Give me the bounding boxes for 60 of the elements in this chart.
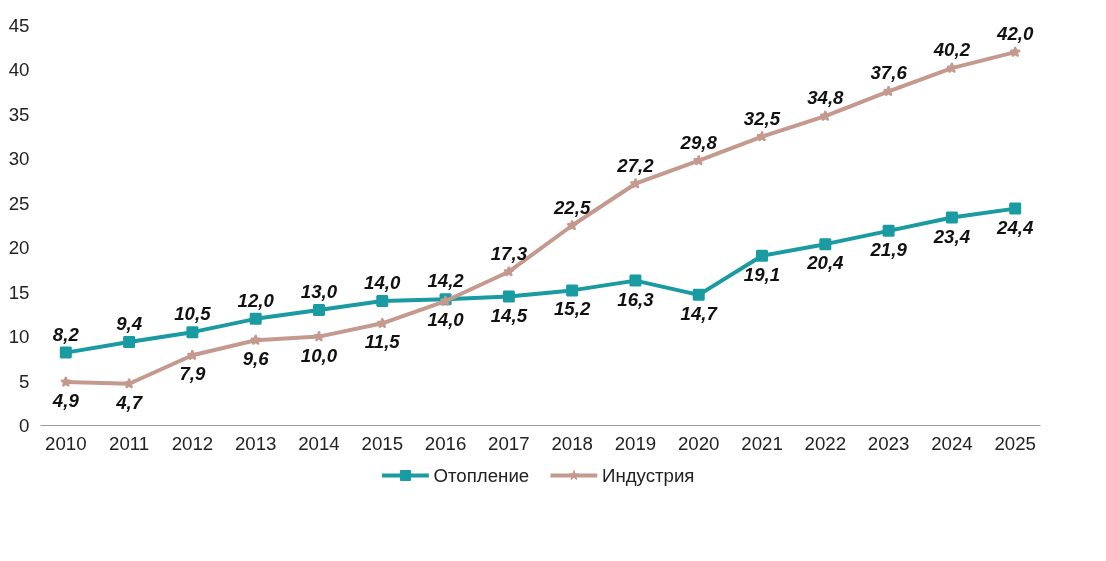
data-label: 15,2 [553,298,591,320]
x-tick-label: 2019 [614,432,657,454]
x-tick-label: 2025 [994,432,1036,454]
x-tick-label: 2013 [234,432,277,454]
data-label: 8,2 [52,323,80,345]
data-label: 42,0 [996,23,1034,45]
y-tick-label: 5 [19,370,30,392]
data-label: 12,0 [237,289,275,311]
x-tick-label: 2014 [298,432,340,454]
legend-label: Индустрия [601,465,695,486]
x-tick-label: 2023 [867,432,910,454]
x-tick-label: 2015 [361,432,404,454]
data-label: 11,5 [364,331,401,353]
data-label: 40,2 [932,39,971,61]
data-label: 4,7 [115,391,144,413]
x-tick-label: 2022 [804,432,847,454]
data-label: 21,9 [869,238,908,260]
legend-label: Отопление [433,465,530,486]
data-label: 14,7 [680,302,719,324]
data-label: 4,9 [51,389,80,411]
x-tick-label: 2010 [45,432,87,454]
data-label: 22,5 [552,196,591,218]
data-label: 27,2 [616,154,655,176]
y-tick-label: 45 [8,15,30,36]
data-label: 7,9 [179,363,206,385]
y-tick-label: 10 [8,326,30,348]
data-label: 17,3 [490,242,528,264]
x-tick-label: 2017 [488,432,530,454]
data-label: 9,6 [242,348,270,370]
data-label: 29,8 [679,131,718,153]
data-label: 23,4 [932,225,971,247]
data-label: 14,0 [364,272,402,294]
x-tick-label: 2011 [109,432,150,454]
x-tick-label: 2024 [931,432,973,454]
data-label: 37,6 [870,62,908,84]
data-label: 34,8 [807,87,845,109]
y-tick-label: 25 [8,192,30,214]
data-label: 14,5 [490,304,528,326]
y-tick-label: 35 [8,103,30,125]
x-tick-label: 2021 [741,432,783,454]
data-label: 19,1 [743,263,781,285]
y-tick-label: 15 [8,281,30,303]
x-tick-label: 2020 [677,432,720,454]
x-tick-label: 2016 [424,432,467,454]
data-label: 32,5 [743,107,781,129]
data-label: 10,0 [300,344,338,366]
data-label: 14,2 [427,270,465,292]
data-label: 14,0 [427,309,465,331]
y-tick-label: 20 [8,237,30,259]
data-label: 9,4 [116,312,143,334]
y-tick-label: 40 [8,59,30,81]
y-tick-label: 30 [8,148,30,170]
x-tick-label: 2018 [551,432,593,454]
data-label: 13,0 [300,280,338,302]
data-label: 20,4 [806,252,845,274]
y-tick-label: 0 [19,415,30,436]
x-tick-label: 2012 [171,432,214,454]
data-label: 16,3 [617,288,655,310]
data-label: 24,4 [996,216,1034,238]
data-label: 10,5 [174,303,212,325]
